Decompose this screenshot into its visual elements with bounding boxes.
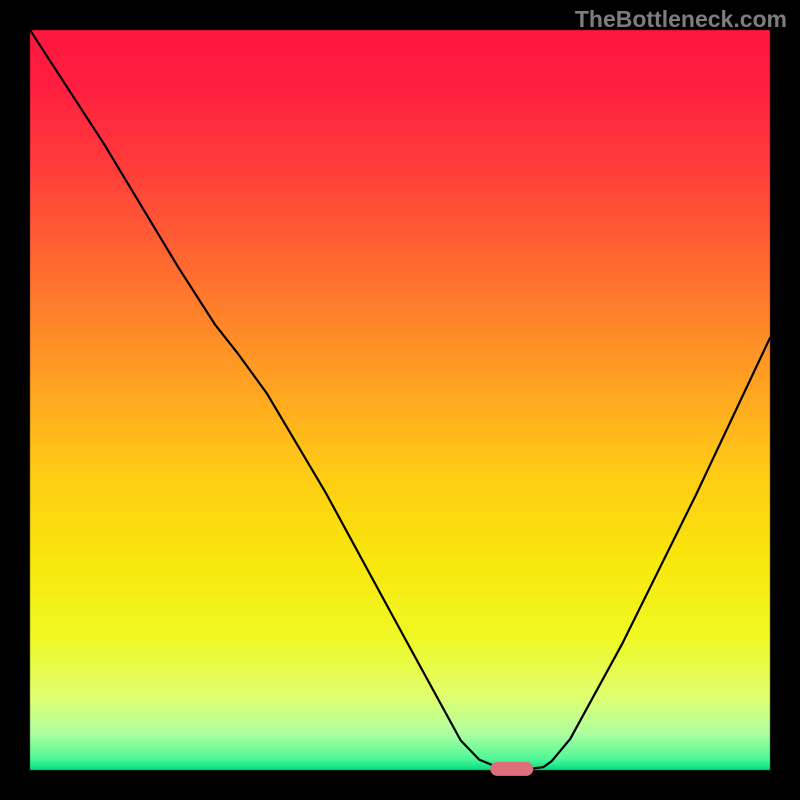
curve-overlay bbox=[0, 0, 800, 800]
marker-capsule bbox=[490, 762, 533, 776]
watermark-text: TheBottleneck.com bbox=[575, 6, 787, 33]
bottleneck-curve bbox=[30, 30, 770, 769]
chart-container: TheBottleneck.com bbox=[0, 0, 800, 800]
